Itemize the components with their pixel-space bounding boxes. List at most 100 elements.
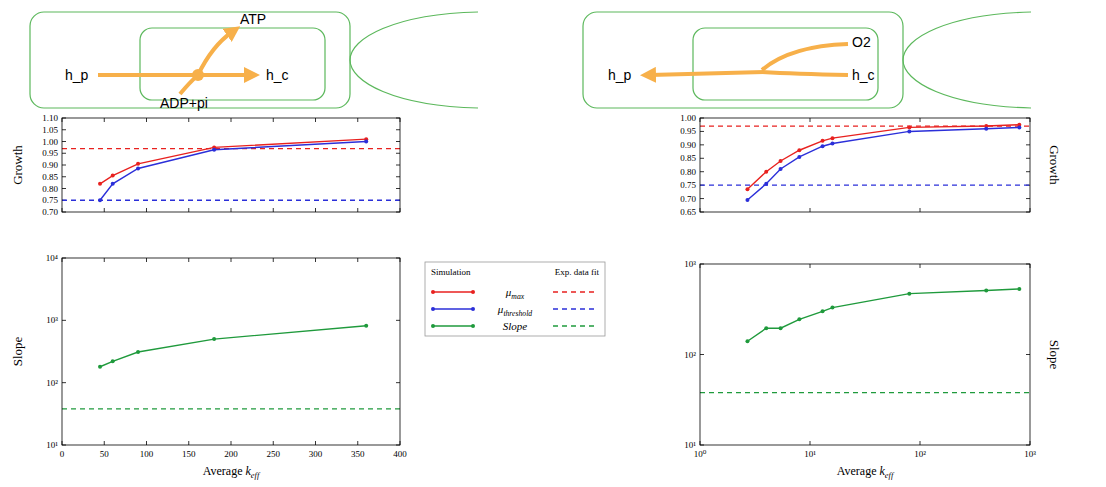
y-tick <box>62 165 66 166</box>
x-tick <box>273 118 274 122</box>
figure: h_pATPh_cADP+pi h_p O2 h_c 0.70 0.75 0.80 0.85 0… <box>0 0 1106 487</box>
y-tick <box>396 141 400 142</box>
plot-frame <box>62 118 400 212</box>
series-point <box>984 127 988 131</box>
y-tick-label: 10¹ <box>46 440 58 450</box>
x-tick <box>146 258 147 262</box>
series-point <box>212 148 216 152</box>
chart-panel: 05010015020025030035040010¹10²10³10⁴Slop… <box>10 253 407 480</box>
x-tick <box>231 118 232 122</box>
y-tick <box>700 198 704 199</box>
series-point <box>907 292 911 296</box>
series-point <box>136 350 140 354</box>
y-tick-label: 0.65 <box>680 207 696 217</box>
legend-marker <box>471 307 475 311</box>
x-tick <box>810 118 811 122</box>
plot-area <box>700 287 1030 393</box>
inner-membrane <box>140 28 325 100</box>
x-tick <box>188 208 189 212</box>
legend-line <box>433 325 473 326</box>
outer-membrane <box>30 12 350 108</box>
y-tick <box>1026 354 1030 355</box>
diagram-atp-synthase: h_pATPh_cADP+pi <box>30 11 478 111</box>
y-tick <box>1026 171 1030 172</box>
plot-frame <box>62 258 400 445</box>
y-tick-label: 10³ <box>46 315 58 325</box>
series-point <box>98 198 102 202</box>
series-point <box>779 167 783 171</box>
x-tick <box>231 208 232 212</box>
legend-label: μthreshold <box>497 303 532 318</box>
y-tick <box>396 129 400 130</box>
diagram-label: O2 <box>852 34 871 50</box>
y-tick-label: 0.90 <box>680 140 696 150</box>
y-tick-label: 0.75 <box>680 180 696 190</box>
y-tick-label: 0.95 <box>680 126 696 136</box>
x-tick <box>231 441 232 445</box>
x-tick <box>104 441 105 445</box>
series-point <box>764 326 768 330</box>
y-tick-label: 1.00 <box>42 137 58 147</box>
y-tick <box>396 320 400 321</box>
y-tick <box>62 382 66 383</box>
proton-arrow <box>98 73 250 77</box>
y-tick-label: 1.00 <box>680 113 696 123</box>
legend-line <box>433 291 473 292</box>
y-tick-label: 0.85 <box>42 172 58 182</box>
x-tick <box>104 208 105 212</box>
diagram-label: h_c <box>852 67 875 83</box>
legend-fit-line <box>553 308 597 309</box>
x-axis-title: Average keff <box>837 464 895 480</box>
y-tick <box>62 188 66 189</box>
y-tick-label: 0.70 <box>680 194 696 204</box>
series-point <box>111 182 115 186</box>
x-tick <box>920 208 921 212</box>
y-tick-label: 0.80 <box>680 167 696 177</box>
series-point <box>830 136 834 140</box>
legend-label: μmax <box>505 286 525 301</box>
y-tick <box>396 382 400 383</box>
y-tick-label: 0.70 <box>42 207 58 217</box>
y-tick-label: 10² <box>46 378 58 388</box>
y-tick <box>700 158 704 159</box>
chart-panel: 0.650.700.750.800.850.900.951.00Growth <box>680 113 1062 217</box>
x-tick <box>357 441 358 445</box>
series-line <box>100 142 366 201</box>
y-tick <box>62 129 66 130</box>
x-tick <box>273 441 274 445</box>
series-point <box>821 139 825 143</box>
x-tick <box>920 118 921 122</box>
x-tick <box>810 208 811 212</box>
diagram-label: h_p <box>608 67 632 83</box>
y-tick <box>396 176 400 177</box>
y-tick-label: 10¹ <box>684 440 696 450</box>
x-tick-label: 200 <box>224 449 238 459</box>
x-tick-label: 10² <box>914 449 926 459</box>
series-point <box>364 140 368 144</box>
x-tick-label: 350 <box>351 449 365 459</box>
x-tick-label: 400 <box>393 449 407 459</box>
series-point <box>821 309 825 313</box>
x-tick-label: 0 <box>60 449 65 459</box>
diagram-label: h_c <box>266 67 289 83</box>
x-tick <box>315 258 316 262</box>
proton-out-arrow <box>650 72 764 75</box>
y-tick <box>700 131 704 132</box>
chart-panel: 0.700.750.800.850.900.951.001.051.10Grow… <box>10 113 400 217</box>
series-point <box>984 288 988 292</box>
legend-marker <box>431 324 435 328</box>
x-tick <box>188 441 189 445</box>
legend-frame <box>425 262 605 336</box>
y-axis-title: Slope <box>10 336 25 366</box>
flagellum <box>903 12 1031 108</box>
x-tick <box>146 208 147 212</box>
x-axis-title: Average keff <box>203 464 261 480</box>
series-line <box>747 127 1019 200</box>
series-point <box>111 174 115 178</box>
x-tick <box>231 258 232 262</box>
y-tick <box>1026 198 1030 199</box>
y-tick <box>62 153 66 154</box>
legend-header: Simulation <box>431 267 471 277</box>
fit-line <box>62 200 400 201</box>
y-tick-label: 1.05 <box>42 125 58 135</box>
